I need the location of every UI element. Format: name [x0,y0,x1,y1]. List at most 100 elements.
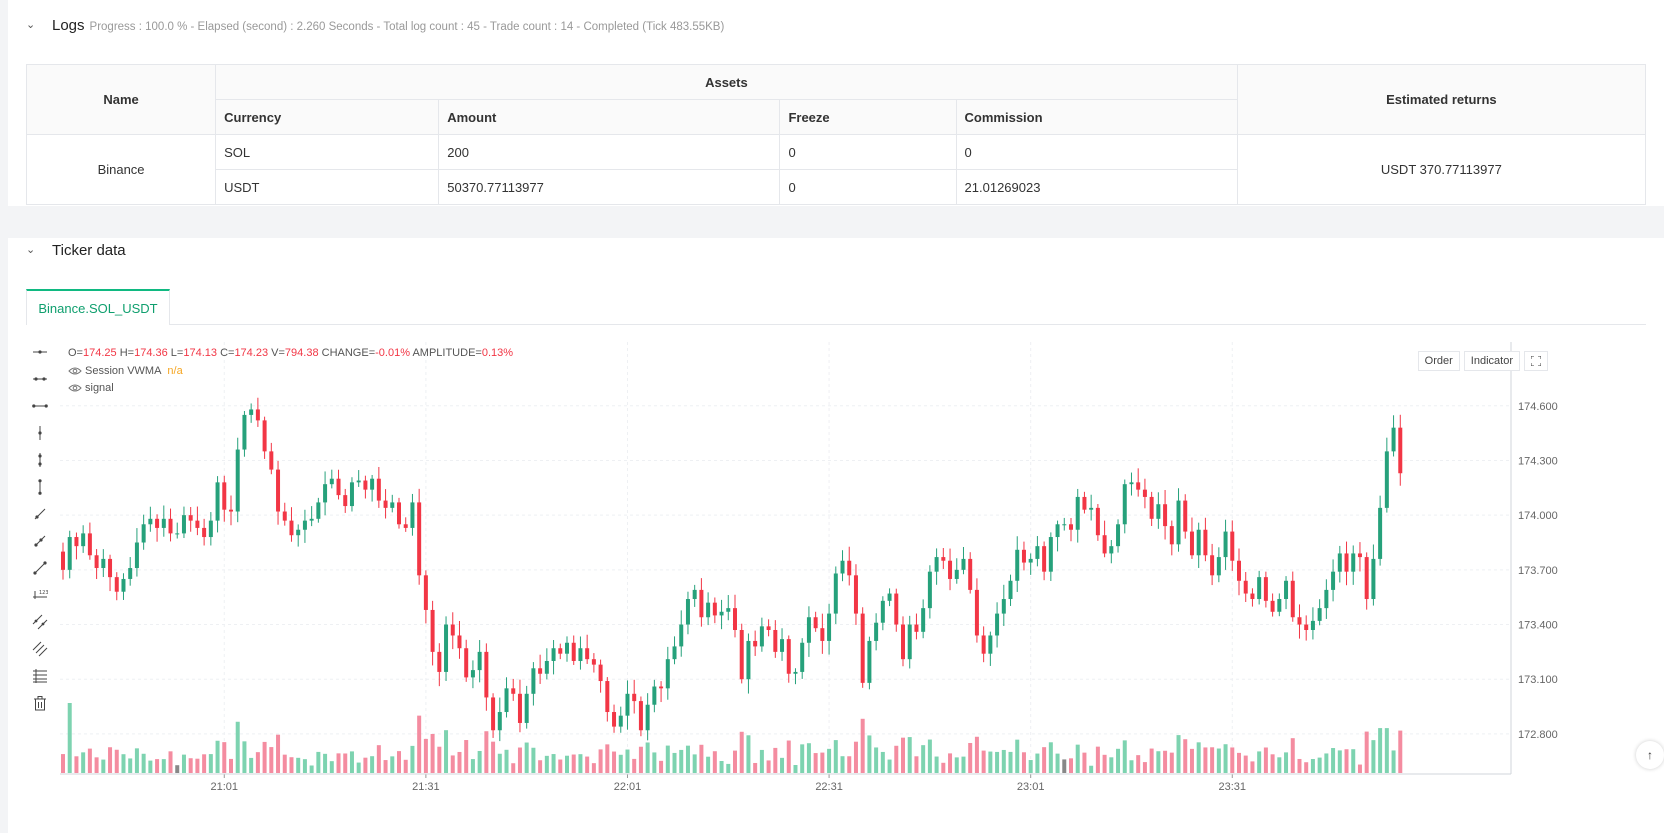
candle-body [349,482,354,507]
candle-body [161,518,166,528]
volume-bar [215,740,220,773]
candle-body [229,509,233,512]
trend-line-icon[interactable] [30,504,50,524]
candle-body [94,555,99,569]
volume-bar [612,751,617,773]
vertical-ray-icon[interactable] [30,450,50,470]
volume-bar [685,745,690,773]
table-row: USDT 50370.77113977 0 21.01269023 [27,169,1646,205]
eye-icon[interactable] [68,366,82,376]
volume-bar [1317,757,1322,773]
amount-cell: 50370.77113977 [438,169,781,205]
chevron-down-icon[interactable]: ⌄ [26,19,36,31]
horizontal-segment-icon[interactable] [30,396,50,416]
volume-bar [1169,752,1174,773]
parallel-channel-icon[interactable] [30,612,50,632]
candlestick-chart[interactable]: 174.600 174.300 174.000 173.700 173.400 173.1… [26,342,1646,833]
candle-body [901,624,905,660]
volume-bar [410,745,415,773]
ray-line-icon[interactable] [30,531,50,551]
candle-body [397,502,401,525]
vertical-segment-icon[interactable] [30,477,50,497]
volume-bar [1048,742,1053,773]
volume-bar [423,738,428,773]
horizontal-ray-icon[interactable] [30,369,50,389]
commission-cell: 21.01269023 [955,169,1238,205]
candle-body [423,575,428,610]
volume-bar [954,757,959,773]
candle-body [1391,427,1396,452]
volume-bar [1384,728,1389,773]
extended-line-icon[interactable] [30,558,50,578]
candle-body [833,573,838,614]
chevron-down-icon[interactable]: ⌄ [26,244,36,256]
volume-bar [1122,740,1127,773]
volume-bar [565,755,569,773]
candle-body [585,648,590,660]
candle-body [544,660,549,674]
volume-bar [491,741,496,773]
scroll-to-top-icon[interactable]: ↑ [1636,741,1664,769]
candle-body [1317,608,1322,621]
volume-bar [356,762,361,773]
volume-bar [901,737,905,773]
legend-session-vwma[interactable]: Session VWMA n/a [68,365,183,377]
volume-bar [1001,749,1006,773]
candle-body [1357,553,1362,558]
price-label-icon[interactable]: 123 [30,585,50,605]
volume-bar [847,756,852,773]
candle-body [497,712,502,731]
candle-body [659,686,664,689]
currency-cell: SOL [215,134,440,170]
volume-bar [706,756,711,773]
indicator-button[interactable]: Indicator [1463,351,1520,371]
candle-body [739,630,744,680]
chart-area[interactable]: 174.600 174.300 174.000 173.700 173.400 173.1… [26,342,1646,833]
fullscreen-icon[interactable] [1524,351,1548,371]
candle-body [1028,558,1033,563]
x-tick-label: 22:01 [614,781,642,793]
candle-body [1035,546,1040,559]
order-button[interactable]: Order [1417,351,1460,371]
candle-body [1257,577,1262,600]
fib-retracement-icon[interactable] [30,666,50,686]
candle-body [672,646,677,660]
horizontal-line-icon[interactable] [30,342,50,362]
volume-bar [1230,747,1235,773]
delete-icon[interactable] [30,693,50,713]
candle-body [759,626,764,647]
volume-bar [1028,760,1033,773]
freeze-cell: 0 [779,134,957,170]
fib-channel-icon[interactable] [30,639,50,659]
candle-body [746,640,751,680]
assets-column-header: Assets [215,64,1238,100]
volume-bar [1310,759,1315,773]
volume-bar [988,751,993,773]
y-tick-label: 173.100 [1518,674,1558,686]
volume-bar [497,753,502,773]
volume-bar [1196,742,1201,773]
candle-body [558,648,563,654]
candle-body [806,617,811,643]
candle-body [1270,600,1275,612]
legend-label: Session VWMA [85,365,162,377]
volume-bar [1337,750,1342,773]
volume-bar [336,753,341,773]
candle-body [531,668,536,694]
legend-signal[interactable]: signal [68,382,114,394]
eye-icon[interactable] [68,383,82,393]
volume-bar [517,747,522,773]
vertical-line-icon[interactable] [30,423,50,443]
ticker-header[interactable]: ⌄ Ticker data [26,242,126,259]
candle-body [1042,546,1047,572]
volume-bar [1082,752,1087,773]
candle-body [1149,496,1154,519]
volume-bar [1378,728,1383,773]
volume-bar [632,758,637,773]
candle-body [800,642,805,672]
volume-bar [269,747,274,773]
name-column-header: Name [25,64,217,135]
x-tick-label: 23:31 [1219,781,1247,793]
tab-binance-sol-usdt[interactable]: Binance.SOL_USDT [26,289,170,325]
logs-header[interactable]: ⌄ Logs Progress : 100.0 % - Elapsed (sec… [26,17,724,34]
